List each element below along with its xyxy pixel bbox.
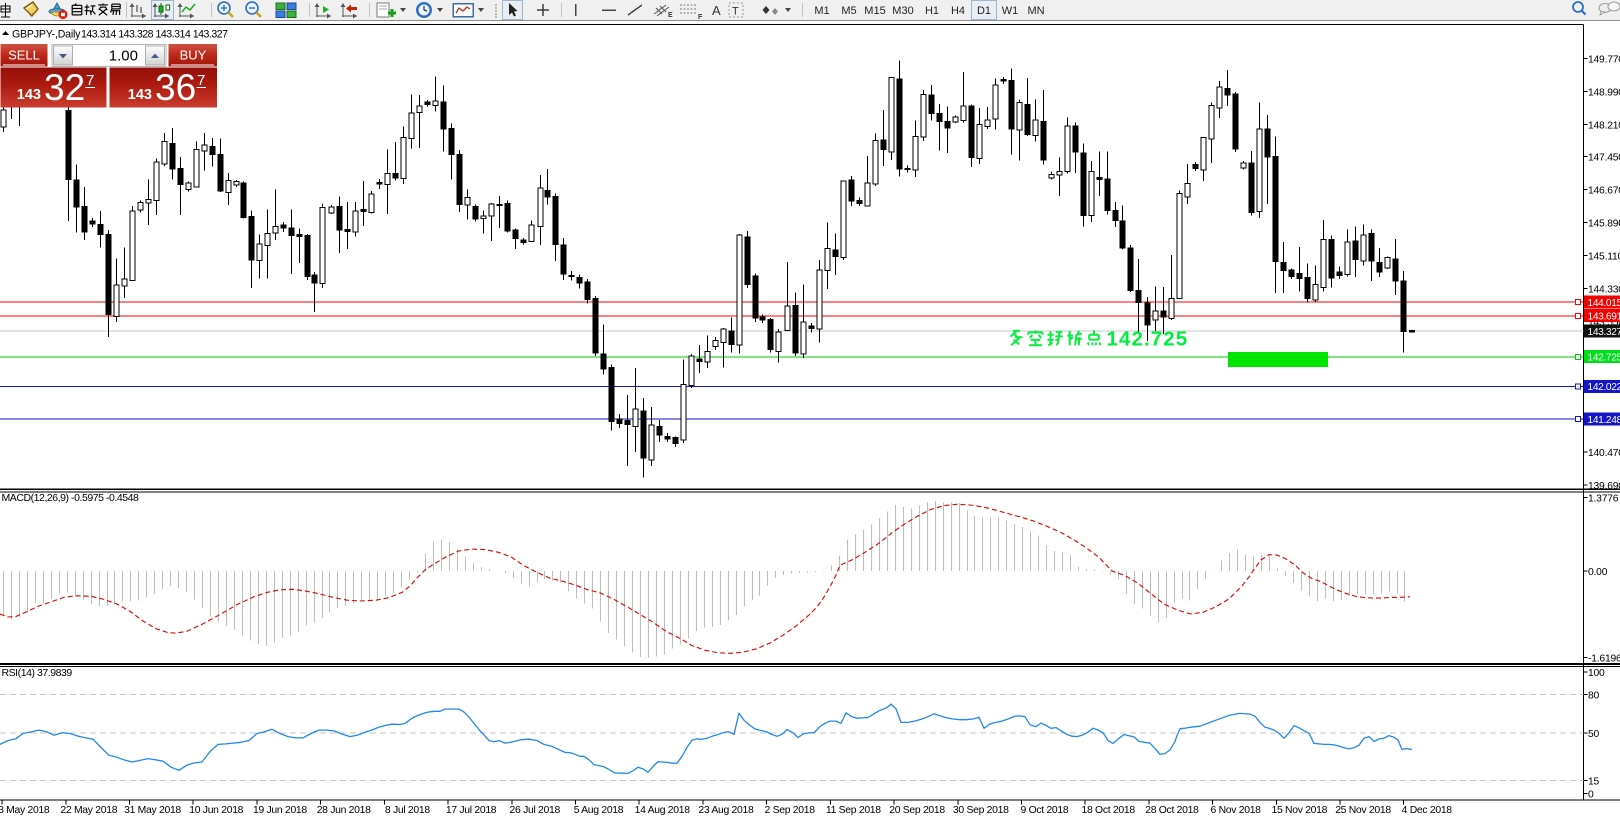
svg-text:143.327: 143.327 — [1588, 327, 1620, 338]
svg-text:18 Oct 2018: 18 Oct 2018 — [1082, 805, 1136, 816]
svg-text:-1.6196: -1.6196 — [1588, 653, 1620, 664]
svg-text:149.770: 149.770 — [1588, 54, 1620, 65]
svg-text:A: A — [712, 3, 721, 18]
svg-text:139.690: 139.690 — [1588, 481, 1620, 492]
svg-text:142.725: 142.725 — [1107, 328, 1189, 351]
svg-text:28 Jun 2018: 28 Jun 2018 — [317, 805, 371, 816]
svg-text:15 Nov 2018: 15 Nov 2018 — [1271, 805, 1327, 816]
svg-text:T: T — [732, 6, 739, 18]
svg-text:142.022: 142.022 — [1588, 382, 1620, 393]
svg-text:M5: M5 — [841, 5, 856, 17]
svg-text:4 Dec 2018: 4 Dec 2018 — [1402, 805, 1453, 816]
svg-text:143.691: 143.691 — [1588, 312, 1620, 323]
svg-text:143.550: 143.550 — [1588, 318, 1620, 329]
svg-text:5 Aug 2018: 5 Aug 2018 — [574, 805, 624, 816]
svg-text:W1: W1 — [1002, 5, 1019, 17]
svg-text:146.670: 146.670 — [1588, 186, 1620, 197]
svg-text:2 Sep 2018: 2 Sep 2018 — [765, 805, 816, 816]
svg-text:22 May 2018: 22 May 2018 — [60, 805, 117, 816]
svg-text:143: 143 — [128, 87, 152, 103]
svg-text:6 Nov 2018: 6 Nov 2018 — [1211, 805, 1262, 816]
svg-text:145.110: 145.110 — [1588, 252, 1620, 263]
svg-text:13 May 2018: 13 May 2018 — [0, 805, 50, 816]
svg-text:31 May 2018: 31 May 2018 — [124, 805, 181, 816]
svg-text:0: 0 — [1588, 789, 1594, 800]
svg-text:MACD(12,26,9) -0.5975 -0.4548: MACD(12,26,9) -0.5975 -0.4548 — [2, 492, 140, 504]
svg-text:32: 32 — [44, 67, 85, 108]
svg-text:36: 36 — [155, 67, 196, 108]
svg-text:15: 15 — [1588, 776, 1600, 787]
svg-text:M15: M15 — [864, 5, 885, 17]
svg-text:GBPJPY-,Daily: GBPJPY-,Daily — [12, 29, 81, 41]
svg-text:8 Jul 2018: 8 Jul 2018 — [385, 805, 430, 816]
svg-text:E: E — [668, 12, 673, 19]
svg-text:M30: M30 — [892, 5, 913, 17]
svg-text:147.450: 147.450 — [1588, 153, 1620, 164]
svg-text:0.00: 0.00 — [1588, 567, 1608, 578]
svg-text:50: 50 — [1588, 729, 1600, 740]
svg-text:140.470: 140.470 — [1588, 448, 1620, 459]
svg-text:14 Aug 2018: 14 Aug 2018 — [635, 805, 691, 816]
svg-text:148.210: 148.210 — [1588, 120, 1620, 131]
svg-text:7: 7 — [197, 72, 205, 89]
svg-text:F: F — [698, 14, 703, 21]
svg-text:7: 7 — [86, 72, 94, 89]
svg-text:144.015: 144.015 — [1588, 298, 1620, 309]
svg-text:142.725: 142.725 — [1588, 352, 1620, 363]
svg-text:MN: MN — [1027, 5, 1044, 17]
svg-text:30 Sep 2018: 30 Sep 2018 — [953, 805, 1009, 816]
svg-text:BUY: BUY — [180, 48, 207, 63]
svg-text:145.890: 145.890 — [1588, 219, 1620, 230]
svg-text:M1: M1 — [814, 5, 829, 17]
svg-text:17 Jul 2018: 17 Jul 2018 — [446, 805, 497, 816]
svg-text:25 Nov 2018: 25 Nov 2018 — [1335, 805, 1391, 816]
svg-text:9 Oct 2018: 9 Oct 2018 — [1021, 805, 1069, 816]
svg-text:148.990: 148.990 — [1588, 87, 1620, 98]
svg-text:11 Sep 2018: 11 Sep 2018 — [826, 805, 881, 816]
svg-text:144.330: 144.330 — [1588, 285, 1620, 296]
svg-text:80: 80 — [1588, 691, 1600, 702]
svg-text:19 Jun 2018: 19 Jun 2018 — [253, 805, 307, 816]
svg-text:141.248: 141.248 — [1588, 415, 1620, 426]
svg-text:SELL: SELL — [8, 48, 40, 63]
svg-text:20 Sep 2018: 20 Sep 2018 — [889, 805, 945, 816]
svg-text:28 Oct 2018: 28 Oct 2018 — [1145, 805, 1199, 816]
svg-text:D1: D1 — [977, 5, 991, 17]
svg-text:H1: H1 — [925, 5, 939, 17]
svg-text:1.00: 1.00 — [109, 48, 138, 65]
svg-text:26 Jul 2018: 26 Jul 2018 — [510, 805, 561, 816]
svg-text:RSI(14) 37.9839: RSI(14) 37.9839 — [2, 667, 73, 679]
svg-text:143.314 143.328 143.314 143.32: 143.314 143.328 143.314 143.327 — [81, 29, 228, 41]
svg-text:100: 100 — [1588, 668, 1605, 679]
svg-text:H4: H4 — [951, 5, 965, 17]
svg-text:10 Jun 2018: 10 Jun 2018 — [189, 805, 243, 816]
svg-text:23 Aug 2018: 23 Aug 2018 — [698, 805, 754, 816]
svg-text:143: 143 — [17, 87, 41, 103]
svg-text:1.3776: 1.3776 — [1588, 493, 1619, 504]
